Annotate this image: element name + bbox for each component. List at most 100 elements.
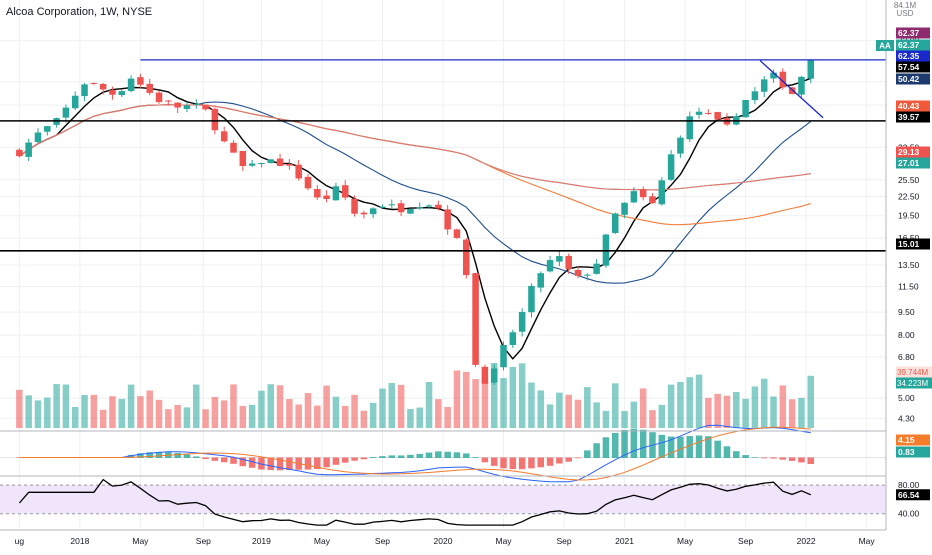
candle xyxy=(528,283,535,318)
chart-title: Alcoa Corporation, 1W, NYSE xyxy=(6,6,152,18)
price-labels: 62.3762.3762.3557.5450.4240.4339.5729.13… xyxy=(876,27,932,501)
price-label-bg xyxy=(896,157,930,169)
pane-dividers[interactable] xyxy=(0,430,932,531)
candle xyxy=(621,202,628,219)
volume-bar xyxy=(584,387,591,428)
volume-label-text: 39.744M xyxy=(897,368,928,377)
candle-body xyxy=(798,76,805,95)
candle xyxy=(258,162,265,168)
volume-bar xyxy=(332,396,340,428)
volume-bar xyxy=(574,399,582,428)
volume-bar xyxy=(742,398,749,428)
volume-bar xyxy=(267,384,275,428)
price-tick-label: 22.50 xyxy=(898,192,920,202)
volume-bar xyxy=(490,363,498,428)
candle-body xyxy=(490,368,498,383)
volume-label-text: 34.223M xyxy=(897,379,928,388)
candle-body xyxy=(155,92,163,103)
price-label-text: 50.42 xyxy=(898,74,920,84)
candle xyxy=(546,255,554,273)
macd-histogram-bar xyxy=(369,457,377,458)
macd-histogram-bar xyxy=(16,457,23,458)
volume-bar xyxy=(556,392,563,428)
candle xyxy=(518,308,526,337)
candle xyxy=(202,104,209,111)
macd-histogram-bar xyxy=(556,457,563,464)
time-axis[interactable]: ug 2018 May Sep 2019 May Sep 2020 May Sep 2021 May S… xyxy=(15,536,876,546)
macd-histogram-bar xyxy=(723,446,731,458)
candle xyxy=(341,180,349,201)
candle-body xyxy=(611,213,619,233)
candle-body xyxy=(388,204,396,206)
price-label-bg xyxy=(896,39,930,51)
volume-bar xyxy=(304,393,312,428)
candle xyxy=(81,82,88,102)
price-label: 62.37 xyxy=(896,39,930,51)
volume-bar xyxy=(705,397,712,428)
volume-bar xyxy=(351,394,358,428)
volume-bar xyxy=(667,384,675,428)
macd-histogram-bar xyxy=(276,457,284,471)
candle-body xyxy=(16,149,23,157)
candle xyxy=(109,86,116,100)
volume-bar xyxy=(435,399,442,428)
candle-body xyxy=(62,107,70,118)
candle-body xyxy=(25,142,32,157)
volume-bar xyxy=(155,399,163,428)
candle xyxy=(323,190,330,203)
price-label: 15.01 xyxy=(896,238,930,250)
price-label-text: 27.01 xyxy=(898,158,920,168)
volume-bar xyxy=(53,384,60,428)
candle-body xyxy=(174,102,181,108)
volume-bar xyxy=(500,378,507,428)
price-tick-label: 11.50 xyxy=(898,281,919,291)
candle-body xyxy=(500,344,507,368)
time-tick-label: 2020 xyxy=(434,536,453,546)
volume-bar xyxy=(193,384,200,428)
volume-bar xyxy=(509,366,517,428)
candle xyxy=(62,104,70,123)
macd-histogram-bar xyxy=(379,456,386,458)
volume-bar xyxy=(183,407,191,428)
volume-bar xyxy=(118,398,126,428)
price-label-bg xyxy=(896,27,930,39)
volume-bar xyxy=(770,396,777,428)
candle xyxy=(639,186,647,201)
candle xyxy=(146,78,153,96)
macd-histogram-bar xyxy=(686,436,693,458)
candle-body xyxy=(99,83,107,90)
candle-body xyxy=(323,195,330,200)
macd-histogram-bar xyxy=(155,451,163,458)
macd-histogram-bar xyxy=(211,457,219,461)
time-tick-label: May xyxy=(495,536,512,546)
falling-trendline xyxy=(759,60,824,119)
volume-bar xyxy=(630,401,638,428)
macd-histogram-bar xyxy=(453,452,461,458)
macd-histogram-bar xyxy=(360,457,368,460)
price-tick-label: 19.50 xyxy=(898,211,920,221)
volume-bar xyxy=(686,377,693,428)
candle-body xyxy=(444,209,451,230)
horizontal-levels[interactable] xyxy=(0,59,886,252)
macd-histogram-bar xyxy=(611,432,619,458)
trendline[interactable] xyxy=(759,60,824,119)
time-tick-label: 2021 xyxy=(615,536,634,546)
macd-histogram-bar xyxy=(565,457,572,462)
macd-histogram-bar xyxy=(193,456,200,458)
macd-histogram-bar xyxy=(286,457,293,470)
candle-body xyxy=(760,79,768,92)
symbol-tag: AA xyxy=(876,40,894,51)
candle xyxy=(248,159,256,168)
price-tick-label: 5.00 xyxy=(898,393,915,403)
candle-body xyxy=(518,311,526,332)
volume-bar xyxy=(81,394,88,428)
volume-bar xyxy=(239,405,247,428)
macd-histogram-bar xyxy=(407,454,414,458)
volume-bars xyxy=(16,363,815,428)
macd-histogram-bar xyxy=(351,457,358,461)
candle-body xyxy=(230,142,237,153)
price-axis[interactable]: 72.0053.0044.5032.5025.5022.5019.5016.50… xyxy=(885,0,932,550)
candle-body xyxy=(286,163,293,166)
price-label-text: 39.57 xyxy=(898,112,920,122)
